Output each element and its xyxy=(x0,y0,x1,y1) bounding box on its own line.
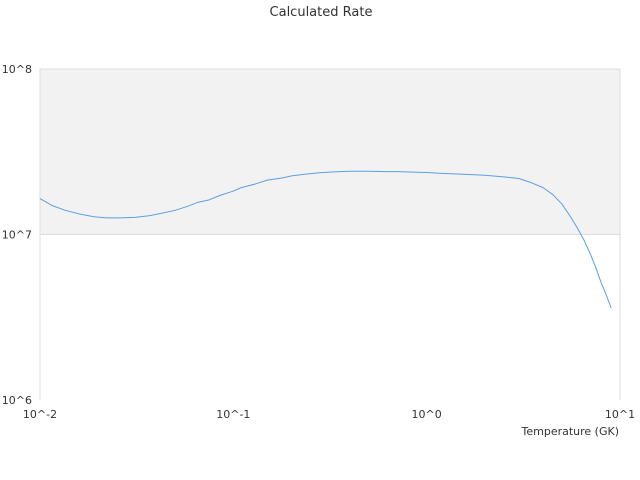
y-axis-ticks: 10^6 10^7 10^8 xyxy=(2,63,32,407)
x-tick-label: 10^-2 xyxy=(23,408,57,421)
x-tick-label: 10^0 xyxy=(412,408,442,421)
x-tick-label: 10^-1 xyxy=(216,408,250,421)
chart-title: Calculated Rate xyxy=(270,5,373,20)
x-axis-label: Temperature (GK) xyxy=(521,425,620,438)
y-tick-label: 10^7 xyxy=(2,229,32,242)
plot-band xyxy=(40,234,620,400)
x-axis-ticks: 10^-2 10^-1 10^0 10^1 xyxy=(23,408,635,421)
x-tick-label: 10^1 xyxy=(605,408,635,421)
series-line xyxy=(39,170,612,309)
plot-frame xyxy=(39,68,621,400)
y-tick-label: 10^8 xyxy=(2,63,32,76)
y-tick-label: 10^6 xyxy=(2,394,32,407)
series-layer xyxy=(39,170,612,309)
plot-bands xyxy=(40,69,620,400)
plot-band xyxy=(40,69,620,235)
